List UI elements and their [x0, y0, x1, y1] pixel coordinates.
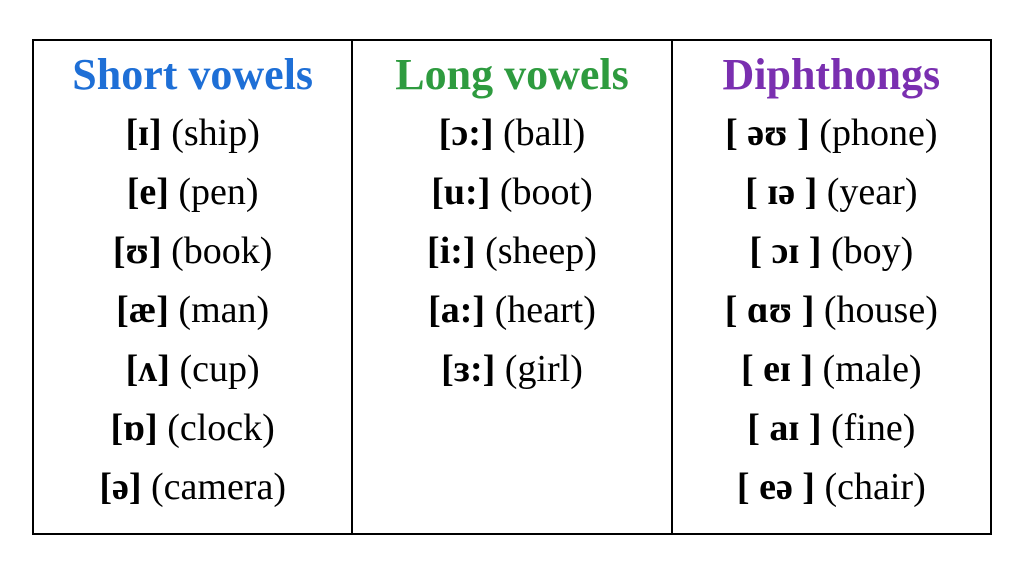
vowel-entry: [i:] (sheep): [357, 222, 666, 281]
long-vowels-header: Long vowels: [357, 49, 666, 100]
example-word: (sheep): [485, 230, 597, 272]
vowel-entry: [ eə ] (chair): [677, 458, 986, 517]
vowel-entry: [ɜ:] (girl): [357, 340, 666, 399]
vowel-entry: [ aɪ ] (fine): [677, 399, 986, 458]
vowel-entry: [ əʊ ] (phone): [677, 104, 986, 163]
example-word: (book): [171, 230, 272, 272]
example-word: (girl): [505, 348, 583, 390]
vowel-entry: [ɪ] (ship): [38, 104, 347, 163]
vowel-entry: [ ɑʊ ] (house): [677, 281, 986, 340]
phonetic-symbol: [ɪ]: [125, 112, 161, 154]
example-word: (pen): [178, 171, 258, 213]
vowel-row: Short vowels [ɪ] (ship)[e] (pen)[ʊ] (boo…: [33, 40, 991, 533]
example-word: (ball): [503, 112, 585, 154]
diphthongs-cell: Diphthongs [ əʊ ] (phone)[ ɪə ] (year)[ …: [672, 40, 991, 533]
phonetic-symbol: [i:]: [427, 230, 476, 272]
phonetic-symbol: [ ɑʊ ]: [725, 289, 815, 331]
example-word: (house): [824, 289, 938, 331]
example-word: (boot): [500, 171, 593, 213]
phonetic-symbol: [ əʊ ]: [725, 112, 810, 154]
vowel-entry: [e] (pen): [38, 163, 347, 222]
vowel-entry: [ə] (camera): [38, 458, 347, 517]
example-word: (cup): [179, 348, 259, 390]
phonetic-symbol: [ɜ:]: [441, 348, 495, 390]
vowel-entry: [u:] (boot): [357, 163, 666, 222]
vowel-entry: [ɒ] (clock): [38, 399, 347, 458]
long-vowels-entries: [ɔ:] (ball)[u:] (boot)[i:] (sheep)[a:] (…: [357, 104, 666, 398]
example-word: (man): [178, 289, 269, 331]
diphthongs-entries: [ əʊ ] (phone)[ ɪə ] (year)[ ɔɪ ] (boy)[…: [677, 104, 986, 516]
phonetic-symbol: [æ]: [116, 289, 169, 331]
short-vowels-entries: [ɪ] (ship)[e] (pen)[ʊ] (book)[æ] (man)[ʌ…: [38, 104, 347, 516]
example-word: (fine): [831, 407, 915, 449]
phonetic-symbol: [ ɔɪ ]: [749, 230, 821, 272]
example-word: (chair): [824, 466, 925, 508]
vowel-table: Short vowels [ɪ] (ship)[e] (pen)[ʊ] (boo…: [32, 39, 992, 534]
phonetic-symbol: [u:]: [431, 171, 490, 213]
vowel-entry: [ɔ:] (ball): [357, 104, 666, 163]
phonetic-symbol: [ə]: [99, 466, 141, 508]
example-word: (phone): [819, 112, 937, 154]
phonetic-symbol: [ eɪ ]: [741, 348, 813, 390]
vowel-entry: [a:] (heart): [357, 281, 666, 340]
vowel-entry: [ ɪə ] (year): [677, 163, 986, 222]
phonetic-symbol: [a:]: [428, 289, 485, 331]
example-word: (camera): [151, 466, 286, 508]
example-word: (ship): [171, 112, 260, 154]
phonetic-symbol: [e]: [127, 171, 169, 213]
phonetic-symbol: [ɒ]: [111, 407, 158, 449]
short-vowels-cell: Short vowels [ɪ] (ship)[e] (pen)[ʊ] (boo…: [33, 40, 352, 533]
vowel-entry: [ʌ] (cup): [38, 340, 347, 399]
example-word: (clock): [167, 407, 275, 449]
phonetic-symbol: [ɔ:]: [439, 112, 494, 154]
phonetic-symbol: [ aɪ ]: [747, 407, 821, 449]
vowel-entry: [ ɔɪ ] (boy): [677, 222, 986, 281]
example-word: (heart): [495, 289, 596, 331]
phonetic-symbol: [ʌ]: [126, 348, 170, 390]
phonetic-symbol: [ eə ]: [737, 466, 815, 508]
short-vowels-header: Short vowels: [38, 49, 347, 100]
example-word: (boy): [831, 230, 913, 272]
long-vowels-cell: Long vowels [ɔ:] (ball)[u:] (boot)[i:] (…: [352, 40, 671, 533]
phonetic-symbol: [ ɪə ]: [745, 171, 817, 213]
diphthongs-header: Diphthongs: [677, 49, 986, 100]
vowel-entry: [æ] (man): [38, 281, 347, 340]
example-word: (year): [827, 171, 918, 213]
vowel-entry: [ʊ] (book): [38, 222, 347, 281]
example-word: (male): [823, 348, 922, 390]
phonetic-symbol: [ʊ]: [113, 230, 162, 272]
vowel-entry: [ eɪ ] (male): [677, 340, 986, 399]
